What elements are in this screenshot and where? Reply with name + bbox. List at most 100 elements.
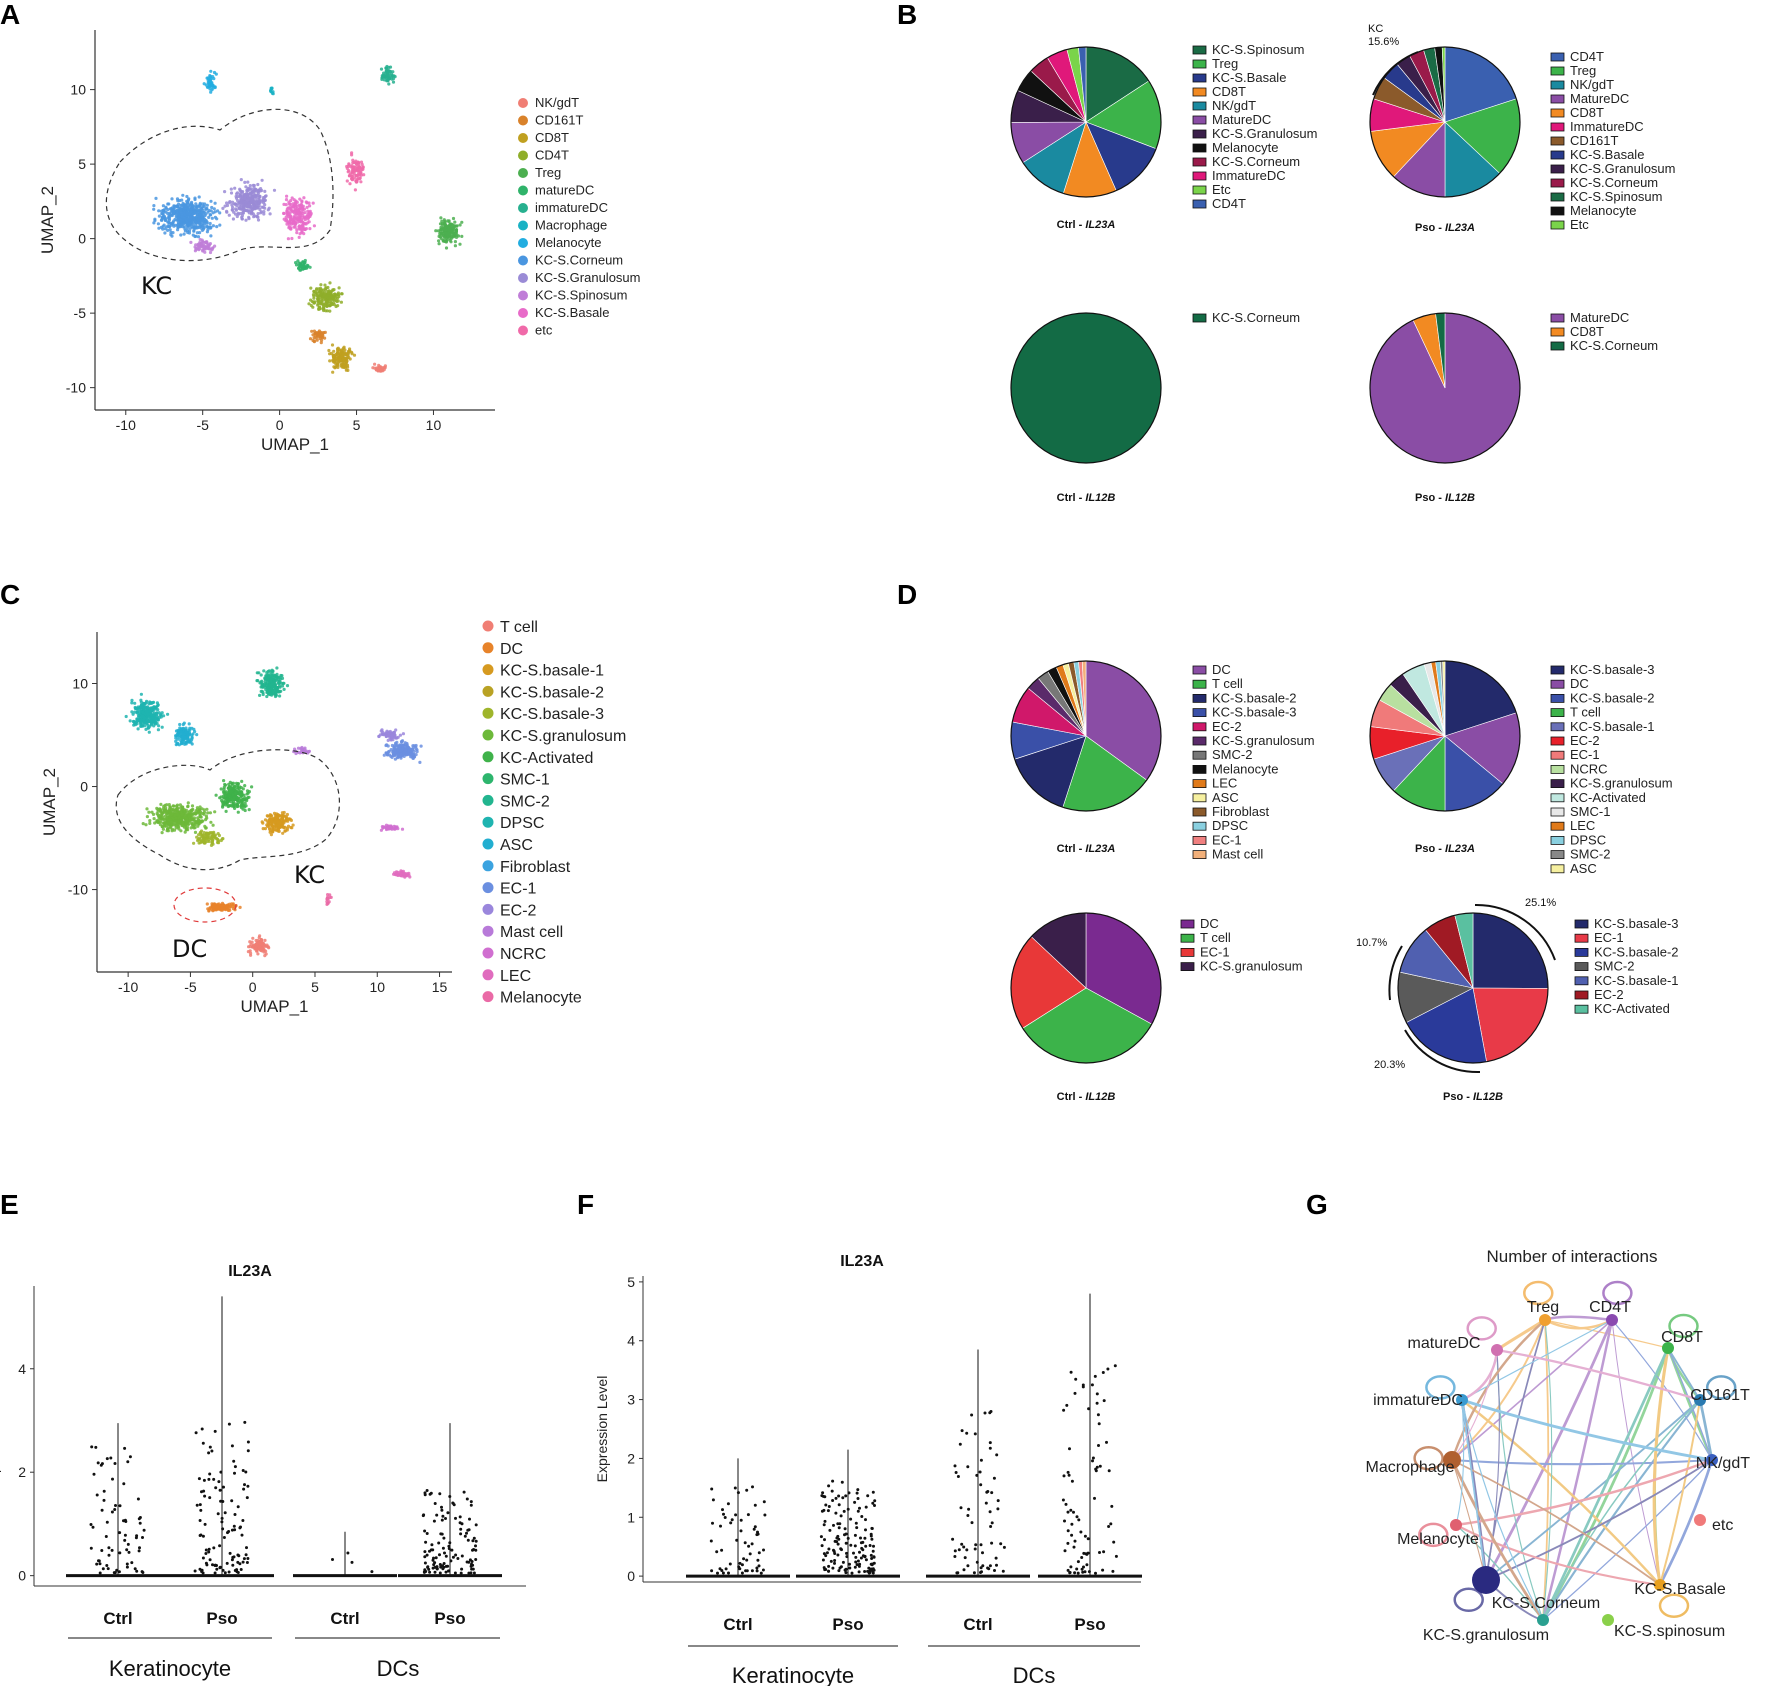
dc-annotation: DC	[172, 935, 207, 963]
cell-point	[241, 807, 245, 811]
data-point	[820, 1544, 824, 1548]
cell-point	[396, 827, 400, 831]
cell-point	[243, 796, 247, 800]
legend-swatch	[1192, 157, 1207, 167]
cell-point	[133, 722, 137, 726]
y-tick-label: -10	[68, 882, 88, 898]
data-point	[871, 1490, 875, 1494]
data-point	[860, 1515, 864, 1518]
cell-point	[252, 215, 256, 219]
cell-point	[206, 80, 210, 85]
cell-point	[195, 733, 199, 737]
cell-point	[251, 190, 255, 194]
cell-point	[220, 908, 224, 912]
cell-point	[239, 178, 243, 182]
data-point	[438, 1563, 442, 1566]
legend-swatch	[1550, 694, 1565, 703]
data-point	[427, 1567, 431, 1571]
cell-point	[194, 243, 198, 247]
cell-point	[166, 202, 170, 206]
cell-point	[205, 203, 209, 207]
cell-point	[174, 215, 178, 219]
legend-label: Fibroblast	[1212, 804, 1269, 819]
data-point	[873, 1504, 876, 1507]
data-point	[469, 1503, 473, 1507]
cell-point	[334, 293, 338, 297]
cell-point	[190, 200, 194, 204]
data-point	[864, 1544, 868, 1548]
data-point	[844, 1571, 848, 1575]
data-point	[200, 1570, 204, 1573]
data-point	[197, 1477, 201, 1481]
legend-label: SMC-1	[500, 772, 550, 789]
data-point	[246, 1557, 250, 1560]
cell-point	[264, 682, 268, 686]
data-point	[201, 1534, 205, 1538]
cell-point	[198, 202, 202, 207]
cell-point	[346, 352, 350, 356]
cluster-kc-s-granulosum	[141, 801, 217, 835]
cell-point	[205, 245, 209, 249]
cell-point	[210, 834, 214, 838]
y-tick-label: 0	[78, 231, 86, 247]
cell-point	[205, 832, 209, 836]
cell-point	[384, 731, 388, 735]
data-point	[115, 1568, 119, 1572]
legend-label: EC-1	[1570, 747, 1600, 762]
data-point	[198, 1534, 202, 1537]
legend-label: Mast cell	[500, 924, 563, 941]
data-point	[106, 1567, 110, 1571]
data-point	[743, 1541, 747, 1545]
cell-point	[303, 218, 307, 222]
cell-point	[388, 731, 392, 735]
pie-outline	[1397, 912, 1549, 1064]
cell-point	[192, 727, 196, 732]
cell-point	[349, 165, 353, 169]
cell-point	[177, 202, 181, 206]
data-point	[756, 1532, 760, 1536]
cell-point	[270, 692, 274, 696]
data-point	[857, 1570, 861, 1574]
cell-point	[175, 806, 179, 810]
cell-point	[173, 813, 177, 818]
legend-swatch	[1192, 171, 1207, 181]
cell-point	[187, 221, 192, 225]
cell-point	[437, 242, 441, 246]
cell-point	[232, 804, 236, 808]
cell-point	[166, 826, 170, 830]
data-point	[838, 1522, 842, 1526]
legend-swatch	[1192, 821, 1207, 831]
cell-point	[244, 200, 248, 204]
cell-point	[186, 205, 191, 209]
x-tick-label: 0	[249, 979, 257, 995]
data-point	[444, 1554, 448, 1558]
cell-point	[196, 808, 200, 812]
data-point	[837, 1494, 841, 1498]
legend-swatch	[1180, 933, 1195, 943]
data-point	[858, 1506, 861, 1510]
cell-point	[182, 222, 186, 226]
legend-label: CD8T	[1212, 84, 1246, 99]
cell-point	[186, 735, 190, 739]
pie-title-prefix: Ctrl -	[1057, 843, 1086, 855]
data-point	[831, 1479, 835, 1483]
data-point	[970, 1521, 974, 1525]
cell-point	[263, 954, 267, 958]
cell-point	[405, 741, 409, 746]
data-point	[460, 1554, 464, 1558]
cell-point	[359, 160, 364, 164]
cluster-melanocyte	[202, 69, 218, 94]
cell-point	[161, 216, 165, 220]
data-point	[454, 1553, 458, 1557]
cell-point	[168, 228, 172, 232]
cell-point	[130, 710, 134, 714]
cell-point	[357, 162, 361, 166]
data-point	[438, 1571, 442, 1575]
cell-point	[394, 728, 398, 732]
cell-point	[225, 209, 229, 213]
cell-point	[224, 904, 228, 908]
y-axis-label: Expression Level	[594, 1376, 610, 1483]
pie-B-ctrl-IL23A: KC-S.SpinosumTregKC-S.BasaleCD8TNK/gdTMa…	[1010, 42, 1317, 231]
pie-title-gene: IL12B	[1473, 1091, 1503, 1103]
